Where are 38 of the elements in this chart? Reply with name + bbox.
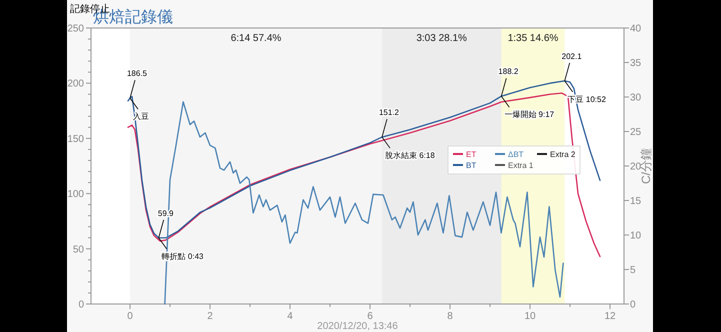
- y2-tick-label: 10: [630, 230, 642, 242]
- y2-tick-label: 15: [630, 196, 642, 207]
- band-label: 3:03 28.1%: [416, 33, 468, 44]
- band-label: 1:35 14.6%: [508, 33, 558, 44]
- x-tick-label: 12: [604, 311, 616, 322]
- y-tick-label: 200: [67, 78, 84, 90]
- legend-label: Extra 2: [550, 150, 576, 159]
- x-tick-label: 4: [287, 311, 294, 322]
- annotation: 202.1: [562, 52, 582, 61]
- y2-tick-label: 30: [630, 92, 642, 104]
- y-tick-label: 0: [78, 300, 84, 310]
- y2-tick-label: 35: [630, 58, 642, 69]
- x-tick-label: 10: [524, 311, 536, 322]
- y-tick-label: 150: [67, 134, 84, 145]
- text: 2020/12/20, 13:46: [317, 321, 398, 332]
- legend-label: ΔBT: [508, 150, 524, 159]
- y2-tick-label: 0: [630, 300, 636, 310]
- y2-tick-label: 40: [630, 24, 642, 34]
- annotation: 188.2: [498, 67, 519, 76]
- x-tick-label: 2: [207, 311, 214, 322]
- annotation: 151.2: [378, 108, 400, 118]
- annotation: 脫水結束 6:18: [385, 151, 436, 160]
- x-tick-label: 0: [127, 311, 134, 322]
- y2-tick-label: 20: [630, 162, 642, 172]
- band-label: 6:14 57.4%: [230, 33, 282, 44]
- annotation: 186.5: [126, 69, 148, 78]
- legend-label: BT: [466, 161, 476, 170]
- y2-axis-title: C/分鐘: [639, 148, 653, 184]
- y2-tick-label: 5: [630, 265, 636, 276]
- legend-label: Extra 1: [508, 161, 534, 170]
- x-tick-label: 8: [447, 311, 454, 322]
- x-tick-label: 6: [367, 311, 374, 322]
- legend-label: ET: [466, 150, 476, 159]
- y-tick-label: 100: [67, 189, 84, 200]
- y-tick-label: 50: [72, 244, 84, 256]
- annotation: 一爆開始 9:17: [504, 110, 555, 120]
- y-tick-label: 250: [67, 24, 84, 34]
- y2-tick-label: 25: [630, 127, 642, 138]
